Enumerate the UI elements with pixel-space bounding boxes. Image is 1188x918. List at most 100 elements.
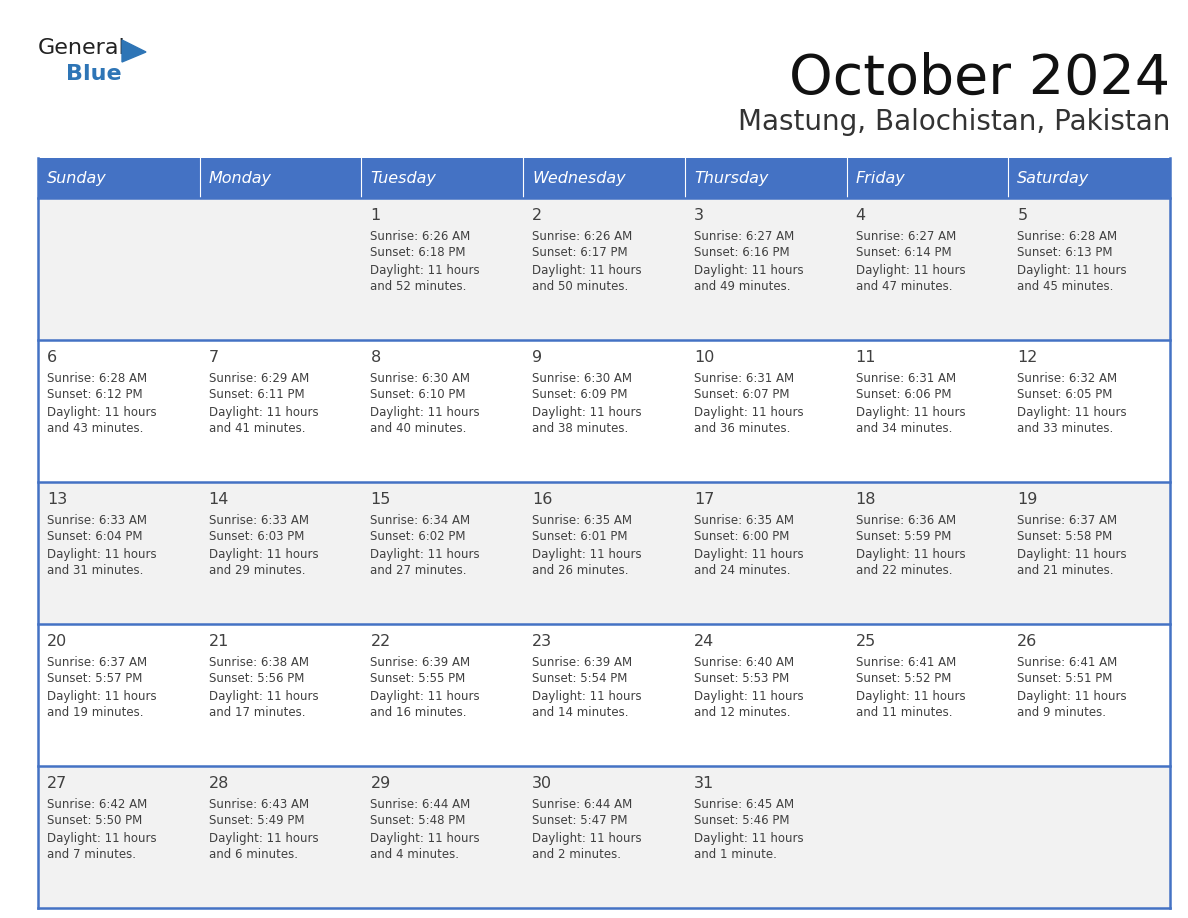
Text: Daylight: 11 hours: Daylight: 11 hours: [371, 690, 480, 703]
Text: Sunset: 6:13 PM: Sunset: 6:13 PM: [1017, 246, 1113, 259]
Text: Sunset: 5:56 PM: Sunset: 5:56 PM: [209, 672, 304, 685]
Text: Sunrise: 6:36 AM: Sunrise: 6:36 AM: [855, 514, 955, 527]
Text: Monday: Monday: [209, 171, 272, 185]
Text: and 1 minute.: and 1 minute.: [694, 848, 777, 861]
Text: Sunset: 5:46 PM: Sunset: 5:46 PM: [694, 814, 789, 827]
Text: Daylight: 11 hours: Daylight: 11 hours: [371, 548, 480, 561]
Text: Sunset: 5:58 PM: Sunset: 5:58 PM: [1017, 530, 1112, 543]
Text: Sunrise: 6:31 AM: Sunrise: 6:31 AM: [694, 372, 794, 385]
Text: Sunrise: 6:26 AM: Sunrise: 6:26 AM: [371, 230, 470, 243]
Text: and 34 minutes.: and 34 minutes.: [855, 422, 952, 435]
Text: Daylight: 11 hours: Daylight: 11 hours: [1017, 690, 1127, 703]
Text: Sunset: 6:01 PM: Sunset: 6:01 PM: [532, 530, 627, 543]
Text: 6: 6: [48, 350, 57, 365]
Text: and 52 minutes.: and 52 minutes.: [371, 280, 467, 293]
Text: Sunrise: 6:38 AM: Sunrise: 6:38 AM: [209, 656, 309, 669]
Bar: [1009, 158, 1170, 198]
Text: Sunrise: 6:44 AM: Sunrise: 6:44 AM: [371, 798, 470, 811]
Text: Daylight: 11 hours: Daylight: 11 hours: [1017, 406, 1127, 419]
Text: Sunset: 6:05 PM: Sunset: 6:05 PM: [1017, 388, 1113, 401]
Text: October 2024: October 2024: [789, 52, 1170, 106]
Text: Daylight: 11 hours: Daylight: 11 hours: [48, 548, 157, 561]
Text: 28: 28: [209, 776, 229, 791]
Text: and 27 minutes.: and 27 minutes.: [371, 564, 467, 577]
Text: and 50 minutes.: and 50 minutes.: [532, 280, 628, 293]
Text: and 12 minutes.: and 12 minutes.: [694, 706, 790, 719]
Text: 3: 3: [694, 208, 703, 223]
Text: 1: 1: [371, 208, 380, 223]
Text: Sunrise: 6:41 AM: Sunrise: 6:41 AM: [855, 656, 956, 669]
Text: Sunrise: 6:37 AM: Sunrise: 6:37 AM: [1017, 514, 1118, 527]
Text: and 16 minutes.: and 16 minutes.: [371, 706, 467, 719]
Text: Sunset: 6:11 PM: Sunset: 6:11 PM: [209, 388, 304, 401]
Text: and 43 minutes.: and 43 minutes.: [48, 422, 144, 435]
Text: General: General: [38, 38, 126, 58]
Text: and 38 minutes.: and 38 minutes.: [532, 422, 628, 435]
Bar: [200, 158, 361, 198]
Text: Daylight: 11 hours: Daylight: 11 hours: [1017, 264, 1127, 277]
Text: and 19 minutes.: and 19 minutes.: [48, 706, 144, 719]
Text: Sunset: 6:17 PM: Sunset: 6:17 PM: [532, 246, 627, 259]
Text: Sunset: 6:04 PM: Sunset: 6:04 PM: [48, 530, 143, 543]
Text: and 11 minutes.: and 11 minutes.: [855, 706, 952, 719]
Text: and 2 minutes.: and 2 minutes.: [532, 848, 621, 861]
Text: Sunrise: 6:37 AM: Sunrise: 6:37 AM: [48, 656, 147, 669]
Text: Sunrise: 6:30 AM: Sunrise: 6:30 AM: [371, 372, 470, 385]
Text: Sunset: 6:12 PM: Sunset: 6:12 PM: [48, 388, 143, 401]
Text: and 6 minutes.: and 6 minutes.: [209, 848, 298, 861]
Text: and 26 minutes.: and 26 minutes.: [532, 564, 628, 577]
Bar: [38, 158, 200, 198]
Text: Sunrise: 6:34 AM: Sunrise: 6:34 AM: [371, 514, 470, 527]
Bar: [38, 198, 1170, 340]
Text: 22: 22: [371, 634, 391, 649]
Text: Sunset: 5:51 PM: Sunset: 5:51 PM: [1017, 672, 1113, 685]
Text: Daylight: 11 hours: Daylight: 11 hours: [694, 548, 803, 561]
Text: and 47 minutes.: and 47 minutes.: [855, 280, 952, 293]
Text: Sunrise: 6:35 AM: Sunrise: 6:35 AM: [694, 514, 794, 527]
Text: Daylight: 11 hours: Daylight: 11 hours: [532, 832, 642, 845]
Text: 21: 21: [209, 634, 229, 649]
Text: 13: 13: [48, 492, 68, 507]
Text: Daylight: 11 hours: Daylight: 11 hours: [855, 264, 965, 277]
Text: 18: 18: [855, 492, 876, 507]
Text: Sunset: 6:03 PM: Sunset: 6:03 PM: [209, 530, 304, 543]
Text: Sunday: Sunday: [48, 171, 107, 185]
Text: Daylight: 11 hours: Daylight: 11 hours: [532, 690, 642, 703]
Text: Daylight: 11 hours: Daylight: 11 hours: [209, 832, 318, 845]
Text: Tuesday: Tuesday: [371, 171, 436, 185]
Text: 24: 24: [694, 634, 714, 649]
Text: 16: 16: [532, 492, 552, 507]
Text: and 21 minutes.: and 21 minutes.: [1017, 564, 1114, 577]
Text: Sunrise: 6:33 AM: Sunrise: 6:33 AM: [48, 514, 147, 527]
Text: Daylight: 11 hours: Daylight: 11 hours: [694, 690, 803, 703]
Text: and 4 minutes.: and 4 minutes.: [371, 848, 460, 861]
Text: Sunrise: 6:27 AM: Sunrise: 6:27 AM: [694, 230, 794, 243]
Text: and 9 minutes.: and 9 minutes.: [1017, 706, 1106, 719]
Text: 12: 12: [1017, 350, 1037, 365]
Text: Blue: Blue: [67, 64, 121, 84]
Text: Sunset: 6:18 PM: Sunset: 6:18 PM: [371, 246, 466, 259]
Text: Sunrise: 6:39 AM: Sunrise: 6:39 AM: [532, 656, 632, 669]
Text: and 22 minutes.: and 22 minutes.: [855, 564, 952, 577]
Text: Sunset: 5:55 PM: Sunset: 5:55 PM: [371, 672, 466, 685]
Text: and 29 minutes.: and 29 minutes.: [209, 564, 305, 577]
Text: Sunrise: 6:43 AM: Sunrise: 6:43 AM: [209, 798, 309, 811]
Text: Sunrise: 6:35 AM: Sunrise: 6:35 AM: [532, 514, 632, 527]
Text: 11: 11: [855, 350, 876, 365]
Text: Sunset: 6:09 PM: Sunset: 6:09 PM: [532, 388, 627, 401]
Text: 31: 31: [694, 776, 714, 791]
Text: Daylight: 11 hours: Daylight: 11 hours: [371, 406, 480, 419]
Bar: [38, 624, 1170, 766]
Text: 29: 29: [371, 776, 391, 791]
Text: 4: 4: [855, 208, 866, 223]
Text: Daylight: 11 hours: Daylight: 11 hours: [694, 832, 803, 845]
Text: Daylight: 11 hours: Daylight: 11 hours: [209, 406, 318, 419]
Text: 8: 8: [371, 350, 380, 365]
Text: Sunset: 5:57 PM: Sunset: 5:57 PM: [48, 672, 143, 685]
Text: 20: 20: [48, 634, 68, 649]
Text: Daylight: 11 hours: Daylight: 11 hours: [532, 406, 642, 419]
Text: 9: 9: [532, 350, 542, 365]
Bar: [361, 158, 523, 198]
Text: Sunrise: 6:41 AM: Sunrise: 6:41 AM: [1017, 656, 1118, 669]
Text: 23: 23: [532, 634, 552, 649]
